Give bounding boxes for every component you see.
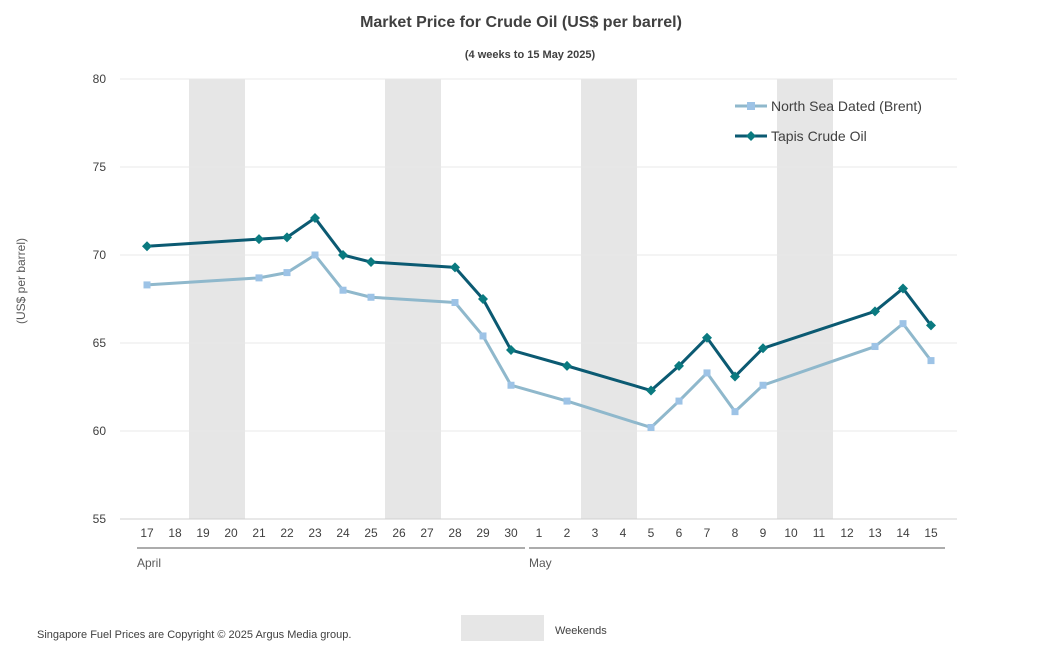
data-point-tapis <box>758 343 768 354</box>
data-point-brent <box>899 320 907 328</box>
chart-title: Market Price for Crude Oil (US$ per barr… <box>360 14 682 31</box>
x-tick-label: 18 <box>168 526 182 540</box>
legend: North Sea Dated (Brent) Tapis Crude Oil <box>735 98 922 144</box>
data-point-brent <box>759 381 767 389</box>
x-tick-label: 24 <box>336 526 350 540</box>
x-tick-label: 12 <box>840 526 854 540</box>
series-markers <box>142 213 936 431</box>
month-label: May <box>529 556 552 570</box>
month-axis: April May <box>137 547 945 570</box>
x-tick-label: 28 <box>448 526 462 540</box>
data-point-tapis <box>926 320 936 331</box>
copyright-note: Singapore Fuel Prices are Copyright © 20… <box>37 629 351 641</box>
x-tick-label: 30 <box>504 526 518 540</box>
data-point-tapis <box>730 371 740 382</box>
chart-subtitle: (4 weeks to 15 May 2025) <box>465 49 596 61</box>
x-tick-label: 22 <box>280 526 294 540</box>
x-tick-label: 3 <box>592 526 599 540</box>
x-tick-label: 4 <box>620 526 627 540</box>
weekend-bands <box>189 79 833 519</box>
data-point-tapis <box>674 360 684 371</box>
data-point-tapis <box>366 257 376 268</box>
x-tick-label: 21 <box>252 526 266 540</box>
legend-item-brent: North Sea Dated (Brent) <box>735 98 922 114</box>
series-line-0 <box>146 253 933 429</box>
data-point-brent <box>311 251 319 259</box>
x-tick-label: 19 <box>196 526 210 540</box>
data-point-tapis <box>254 234 264 245</box>
legend-label-brent: North Sea Dated (Brent) <box>771 98 922 114</box>
month-label: April <box>137 556 161 570</box>
x-tick-label: 5 <box>648 526 655 540</box>
x-tick-label: 25 <box>364 526 378 540</box>
data-point-tapis <box>450 262 460 273</box>
y-tick-label: 80 <box>93 72 107 86</box>
y-tick-label: 75 <box>93 160 107 174</box>
x-tick-label: 14 <box>896 526 910 540</box>
data-point-brent <box>927 357 935 365</box>
data-point-brent <box>283 269 291 277</box>
x-tick-label: 29 <box>476 526 490 540</box>
series-line-1 <box>146 216 933 393</box>
data-point-brent <box>703 369 711 377</box>
y-tick-label: 65 <box>93 336 107 350</box>
data-point-brent <box>647 423 655 431</box>
data-point-tapis <box>506 345 516 356</box>
x-tick-label: 6 <box>676 526 683 540</box>
data-point-tapis <box>478 294 488 304</box>
data-point-brent <box>451 299 459 307</box>
data-point-brent <box>367 293 375 301</box>
gridlines <box>120 78 957 520</box>
x-tick-label: 26 <box>392 526 406 540</box>
x-tick-label: 17 <box>140 526 154 540</box>
x-tick-label: 10 <box>784 526 798 540</box>
x-tick-label: 15 <box>924 526 938 540</box>
y-axis-label: (US$ per barrel) <box>14 238 28 324</box>
data-point-tapis <box>702 332 712 343</box>
weekends-legend-swatch <box>461 615 544 641</box>
data-point-brent <box>479 332 487 340</box>
x-axis-ticks: 17 18 19 20 21 22 23 24 25 26 27 28 29 30 1 2 3 4 5 6 7 8 9 10 1… <box>140 526 938 540</box>
data-point-brent <box>731 408 739 416</box>
legend-marker-tapis <box>746 131 756 141</box>
data-point-brent <box>255 274 263 282</box>
data-point-brent <box>871 343 879 351</box>
y-tick-label: 55 <box>93 512 107 526</box>
x-tick-label: 7 <box>704 526 711 540</box>
series-lines <box>146 216 933 429</box>
data-point-tapis <box>562 360 572 371</box>
legend-marker-brent <box>747 102 755 110</box>
data-point-tapis <box>282 232 292 243</box>
data-point-brent <box>563 397 571 405</box>
x-tick-label: 13 <box>868 526 882 540</box>
data-point-tapis <box>338 250 348 260</box>
data-point-tapis <box>646 385 656 396</box>
x-tick-label: 27 <box>420 526 434 540</box>
x-tick-label: 2 <box>564 526 571 540</box>
x-tick-label: 20 <box>224 526 238 540</box>
data-point-tapis <box>142 241 152 252</box>
y-axis-ticks: 55 60 65 70 75 80 <box>93 72 107 526</box>
x-tick-label: 23 <box>308 526 322 540</box>
weekends-legend-label: Weekends <box>555 625 607 637</box>
data-point-tapis <box>898 283 908 294</box>
data-point-tapis <box>870 306 880 317</box>
y-tick-label: 70 <box>93 248 107 262</box>
data-point-brent <box>675 397 683 405</box>
legend-item-tapis: Tapis Crude Oil <box>735 128 867 144</box>
y-tick-label: 60 <box>93 424 107 438</box>
x-tick-label: 11 <box>813 526 826 540</box>
data-point-brent <box>339 286 347 294</box>
data-point-brent <box>143 281 151 289</box>
weekend-band <box>581 79 637 519</box>
weekend-band <box>777 79 833 519</box>
x-tick-label: 1 <box>536 526 543 540</box>
x-tick-label: 9 <box>760 526 767 540</box>
weekend-band <box>189 79 245 519</box>
data-point-brent <box>507 381 515 389</box>
legend-label-tapis: Tapis Crude Oil <box>771 128 867 144</box>
x-tick-label: 8 <box>732 526 739 540</box>
data-point-tapis <box>310 213 320 224</box>
